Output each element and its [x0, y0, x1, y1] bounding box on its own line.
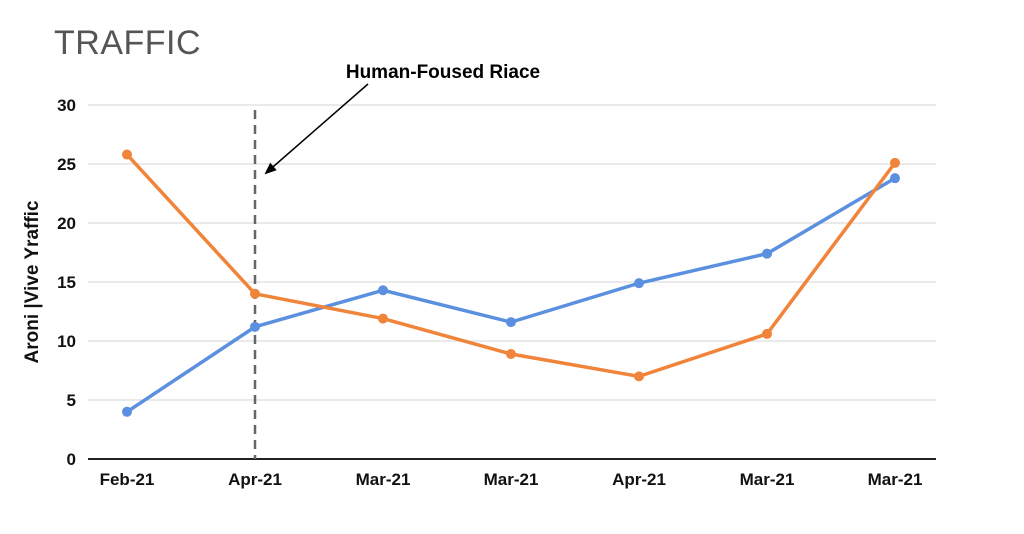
y-tick-label-20: 20	[57, 214, 76, 233]
axis-labels: 0 5 10 15 20 25 30 Feb-21 Apr-21 Mar-21 Mar-21 Apr-…	[22, 96, 922, 489]
y-tick-label-5: 5	[67, 391, 76, 410]
annotation-label: Human-Foused Riace	[346, 62, 540, 83]
series-1-point-3	[506, 348, 516, 359]
x-tick-label-3: Mar-21	[484, 470, 539, 489]
series-0-point-6	[890, 173, 900, 184]
series-0-point-1	[250, 321, 260, 332]
series-1-point-1	[250, 288, 260, 299]
gridlines	[88, 104, 936, 460]
series-1-point-2	[378, 313, 388, 324]
y-axis-title: Aroni |Vive Yraffic	[22, 200, 43, 363]
x-tick-label-5: Mar-21	[740, 470, 795, 489]
x-tick-label-4: Apr-21	[612, 470, 666, 489]
series-line-0	[125, 176, 897, 414]
x-tick-label-1: Apr-21	[228, 470, 282, 489]
x-tick-label-0: Feb-21	[100, 470, 155, 489]
series-0-point-0	[122, 406, 132, 417]
series-line-1	[125, 152, 897, 379]
series-0-point-4	[634, 278, 644, 289]
y-tick-label-30: 30	[57, 96, 76, 115]
y-tick-label-15: 15	[57, 273, 76, 292]
series-0-point-5	[762, 248, 772, 259]
series-1-point-0	[122, 149, 132, 160]
y-tick-label-0: 0	[67, 450, 76, 469]
x-tick-label-2: Mar-21	[356, 470, 411, 489]
series-1-point-6	[890, 157, 900, 168]
y-tick-label-10: 10	[57, 332, 76, 351]
series-1-point-5	[762, 328, 772, 339]
series-group	[122, 149, 900, 417]
series-0-point-2	[378, 285, 388, 296]
series-0-point-3	[506, 317, 516, 328]
series-1-point-4	[634, 371, 644, 382]
annotation-group: Human-Foused Riace	[253, 62, 540, 459]
annotation-arrow	[264, 83, 369, 175]
chart-title: TRAFFIC	[54, 24, 202, 62]
y-tick-label-25: 25	[57, 155, 76, 174]
x-tick-label-6: Mar-21	[868, 470, 923, 489]
